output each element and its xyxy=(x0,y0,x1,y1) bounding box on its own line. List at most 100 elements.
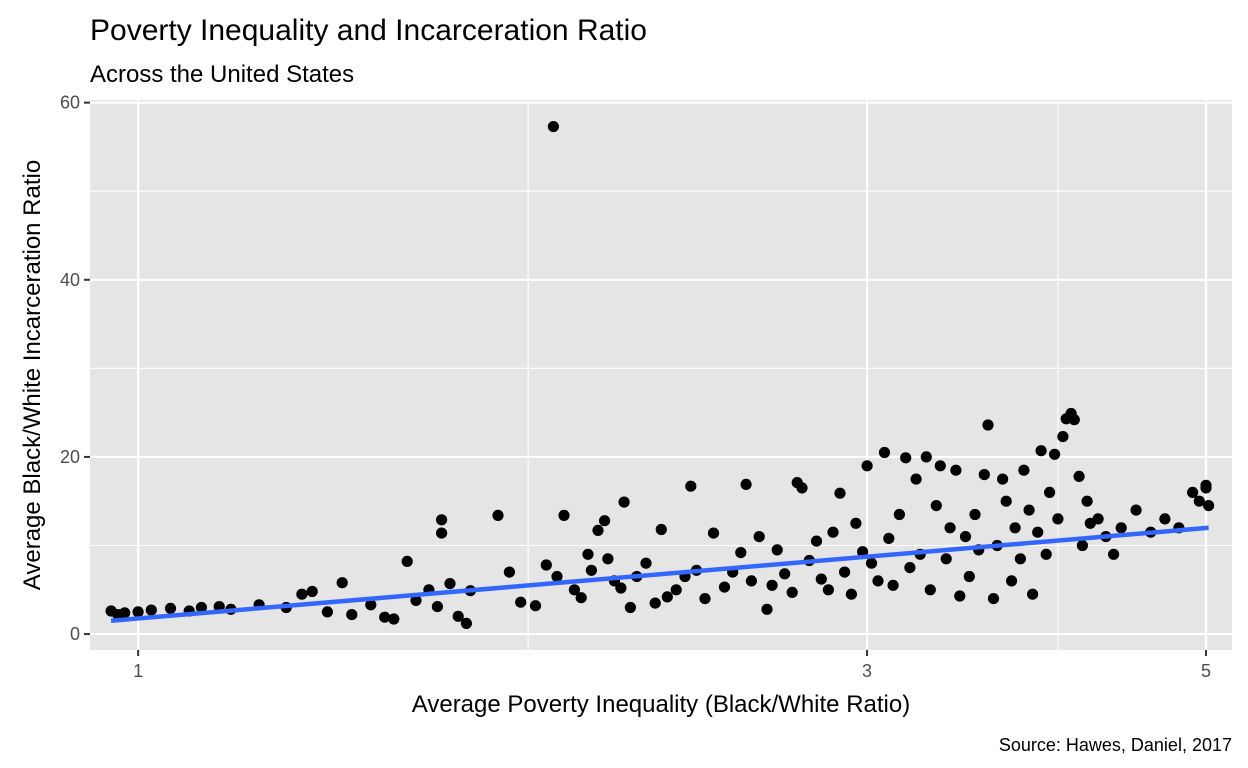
data-point xyxy=(1187,486,1199,498)
x-tick-label: 1 xyxy=(133,661,143,681)
data-point xyxy=(1018,464,1030,476)
data-point xyxy=(575,592,587,604)
data-point xyxy=(346,609,358,621)
data-point xyxy=(436,514,448,526)
data-point xyxy=(618,496,630,508)
data-point xyxy=(883,532,895,545)
data-point xyxy=(336,577,348,589)
data-point xyxy=(1159,513,1171,525)
data-point xyxy=(954,590,966,602)
plot-panel xyxy=(90,100,1232,650)
x-axis: 1 3 5 xyxy=(133,650,1211,681)
data-point xyxy=(707,527,720,539)
y-tick-label: 0 xyxy=(70,624,80,644)
data-point xyxy=(834,487,846,499)
data-point xyxy=(1057,431,1069,443)
data-point xyxy=(624,601,637,614)
data-point xyxy=(444,578,456,590)
data-point xyxy=(145,604,157,616)
data-point xyxy=(900,452,912,464)
data-point xyxy=(1027,588,1039,600)
data-point xyxy=(585,564,598,576)
data-point xyxy=(963,570,975,583)
data-point xyxy=(1203,500,1215,512)
data-point xyxy=(1032,526,1044,538)
data-point xyxy=(950,464,962,476)
data-point xyxy=(878,446,891,459)
data-point xyxy=(547,121,560,133)
data-point xyxy=(602,553,614,565)
data-point xyxy=(771,544,783,556)
data-point xyxy=(865,557,878,569)
data-point xyxy=(850,517,862,529)
data-point xyxy=(1068,414,1080,426)
x-axis-title: Average Poverty Inequality (Black/White … xyxy=(412,691,910,718)
data-point xyxy=(1108,548,1120,560)
data-point xyxy=(872,575,884,587)
data-point xyxy=(1035,445,1047,457)
data-point xyxy=(978,469,990,481)
fit-line-group xyxy=(110,525,1209,624)
data-point xyxy=(1052,513,1064,525)
data-point xyxy=(987,593,1000,605)
data-point xyxy=(887,579,899,591)
data-point xyxy=(745,575,758,587)
data-point xyxy=(410,594,422,607)
data-point xyxy=(753,531,765,543)
data-point xyxy=(1193,495,1205,507)
data-point xyxy=(655,523,667,536)
data-point xyxy=(839,566,851,578)
data-point xyxy=(857,546,869,558)
data-point xyxy=(568,584,581,596)
data-point xyxy=(1044,486,1056,498)
data-point xyxy=(670,584,682,596)
data-point xyxy=(796,482,808,494)
data-point xyxy=(365,599,377,611)
data-point xyxy=(779,568,791,580)
regression-line xyxy=(110,525,1209,624)
data-point xyxy=(615,582,627,594)
data-point xyxy=(436,527,448,539)
data-point xyxy=(699,593,711,605)
data-point xyxy=(940,553,952,565)
data-point xyxy=(515,596,527,608)
data-point xyxy=(1073,470,1085,482)
data-point xyxy=(997,473,1009,485)
data-point xyxy=(551,570,563,583)
data-point xyxy=(452,610,464,622)
data-point xyxy=(910,473,922,485)
data-point xyxy=(1076,539,1088,552)
data-point xyxy=(582,548,594,560)
data-point xyxy=(492,509,504,521)
y-axis-title: Average Black/White Incarceration Ratio xyxy=(19,160,46,590)
data-point xyxy=(810,535,823,547)
data-point xyxy=(379,611,391,623)
data-point xyxy=(1049,448,1061,460)
data-point xyxy=(685,480,697,492)
data-point xyxy=(661,591,673,603)
data-point xyxy=(1006,575,1018,587)
data-point xyxy=(904,562,916,574)
data-point xyxy=(401,555,413,568)
data-point xyxy=(1040,548,1052,560)
data-point xyxy=(924,584,936,596)
source-caption: Source: Hawes, Daniel, 2017 xyxy=(999,735,1232,755)
data-point xyxy=(306,585,318,598)
data-point xyxy=(1023,504,1035,516)
data-point xyxy=(934,460,946,472)
data-point xyxy=(815,573,827,585)
data-point xyxy=(718,581,731,593)
data-point xyxy=(786,586,798,599)
data-point xyxy=(827,526,839,538)
chart-subtitle: Across the United States xyxy=(90,61,354,88)
data-point xyxy=(195,601,207,614)
data-point xyxy=(1009,522,1021,534)
data-point xyxy=(822,584,835,596)
data-point xyxy=(959,531,972,543)
data-point xyxy=(735,547,747,559)
y-tick-label: 20 xyxy=(60,447,80,467)
data-point xyxy=(640,557,652,569)
y-tick-label: 60 xyxy=(60,93,80,113)
data-point xyxy=(529,600,542,612)
